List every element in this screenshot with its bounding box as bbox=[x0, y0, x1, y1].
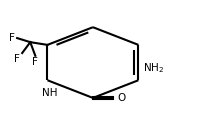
Text: F: F bbox=[32, 57, 38, 67]
Text: F: F bbox=[14, 54, 20, 64]
Text: NH: NH bbox=[42, 88, 57, 98]
Text: NH$_2$: NH$_2$ bbox=[143, 61, 165, 75]
Text: F: F bbox=[9, 33, 15, 43]
Text: O: O bbox=[117, 93, 125, 103]
